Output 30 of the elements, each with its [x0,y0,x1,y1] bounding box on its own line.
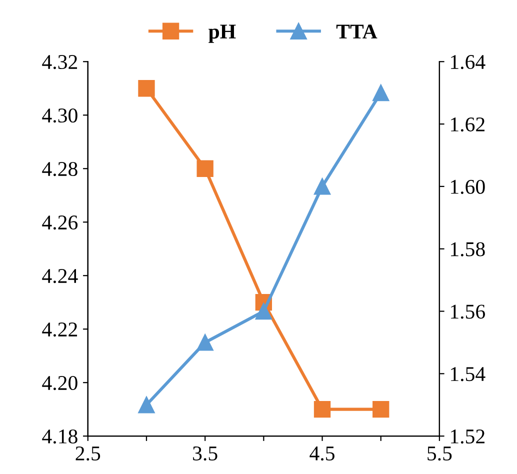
y-tick-label: 4.28 [42,162,78,176]
point [196,160,214,177]
x-tick-label: 2.5 [76,446,100,461]
point [372,401,390,418]
point [372,84,390,102]
point [138,396,155,414]
y-tick-label: 4.24 [42,269,78,284]
y-tick-label: 4.26 [42,216,78,230]
legend-label: pH [208,24,236,43]
point [314,401,331,418]
x-tick-label: 3.5 [193,446,218,461]
y2-tick-label: 1.52 [451,430,484,444]
point [196,334,214,351]
y2-tick-label: 1.64 [451,55,486,70]
x-tick-label: 4.5 [310,446,334,461]
y2-tick-label: 1.62 [451,117,484,132]
y-tick-label: 4.22 [42,322,78,337]
point [255,302,272,320]
y-tick-label: 4.32 [42,55,78,70]
y-tick-label: 4.30 [42,108,78,123]
x-tick-label: 5.5 [428,446,452,461]
y-tick-label: 4.18 [42,429,78,444]
point [138,80,155,97]
point [314,178,331,195]
y2-tick-label: 1.56 [451,304,486,319]
y2-tick-label: 1.58 [451,242,485,256]
legend-label: TTA [336,24,378,38]
y-tick-label: 4.20 [42,376,78,390]
y2-tick-label: 1.60 [451,180,485,194]
y2-tick-label: 1.54 [451,367,486,382]
